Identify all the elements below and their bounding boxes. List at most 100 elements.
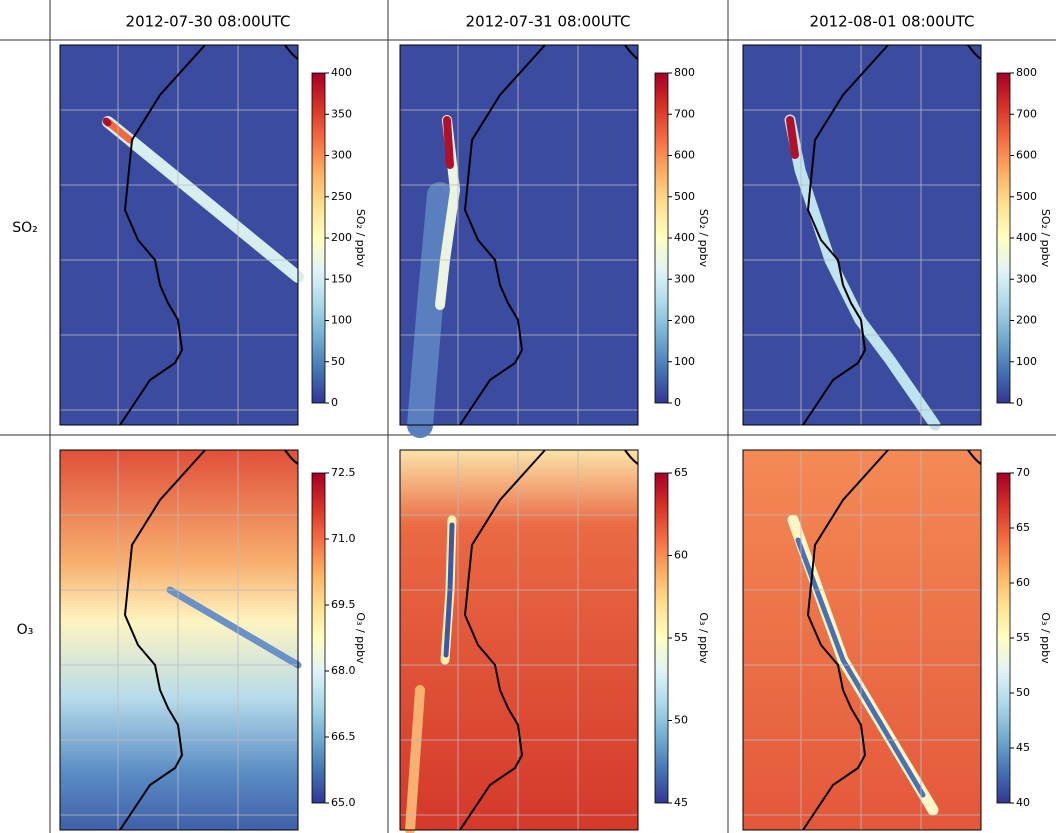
colorbar-tick-label: 65.0 [331, 796, 356, 809]
colorbar-tick-label: 300 [674, 272, 695, 285]
row-label: O₃ [17, 622, 34, 638]
plume [104, 118, 134, 144]
field [60, 45, 298, 425]
coastline [459, 44, 546, 426]
field [743, 450, 981, 830]
colorbar-tick-label: 0 [1016, 396, 1023, 409]
colorbar-tick-label: 0 [331, 396, 338, 409]
colorbar-tick-label: 300 [1016, 272, 1037, 285]
map-panel [399, 44, 639, 438]
colorbar-tick-label: 800 [674, 66, 695, 79]
colorbar [996, 472, 1011, 804]
colorbar [311, 472, 326, 804]
colorbar-tick-label: 500 [674, 190, 695, 203]
colorbar-tick-label: 350 [331, 107, 352, 120]
colorbar-tick-label: 50 [674, 714, 688, 727]
plume [102, 116, 304, 283]
colorbar-tick-label: 600 [1016, 149, 1037, 162]
map-panel [742, 44, 982, 431]
colorbar-tick-label: 500 [1016, 190, 1037, 203]
colorbar-tick-label: 50 [331, 355, 345, 368]
colorbar-tick-label: 400 [1016, 231, 1037, 244]
colorbar-tick-label: 72.5 [331, 466, 356, 479]
panel-frame [399, 44, 639, 426]
colorbar-tick-label: 700 [1016, 107, 1037, 120]
colorbar-tick-label: 55 [674, 631, 688, 644]
colorbar-tick-label: 100 [331, 314, 352, 327]
coastline [284, 44, 299, 60]
column-header: 2012-07-31 08:00UTC [466, 13, 631, 31]
colorbar-tick-label: 65 [1016, 521, 1030, 534]
colorbar-tick-label: 0 [674, 396, 681, 409]
colorbar-tick-label: 200 [331, 231, 352, 244]
column-header: 2012-08-01 08:00UTC [810, 13, 975, 31]
coastline [624, 44, 639, 60]
colorbar-tick-label: 250 [331, 190, 352, 203]
colorbar-tick-label: 60 [1016, 576, 1030, 589]
colorbar [654, 72, 669, 404]
coastline [624, 449, 639, 465]
colorbar-tick-label: 700 [674, 107, 695, 120]
colorbar [654, 472, 669, 804]
coastline [119, 44, 206, 426]
plume [166, 586, 302, 669]
field [743, 45, 981, 425]
colorbar-label: O₃ / ppbv [354, 612, 367, 664]
colorbar [996, 72, 1011, 404]
column-header: 2012-07-30 08:00UTC [126, 13, 291, 31]
row-label: SO₂ [12, 220, 38, 236]
coastline [119, 449, 206, 831]
plume [786, 116, 799, 159]
plume [102, 117, 112, 127]
colorbar-tick-label: 400 [674, 231, 695, 244]
field [400, 450, 638, 830]
panel-frame [59, 449, 299, 831]
coastline [459, 449, 546, 831]
colorbar-label: O₃ / ppbv [697, 612, 710, 664]
colorbar-tick-label: 66.5 [331, 730, 356, 743]
colorbar-label: O₃ / ppbv [1039, 612, 1052, 664]
colorbar-label: SO₂ / ppbv [354, 209, 367, 268]
colorbar-tick-label: 150 [331, 272, 352, 285]
plume [443, 116, 454, 169]
colorbar-tick-label: 200 [1016, 314, 1037, 327]
plume [407, 182, 453, 438]
colorbar-tick-label: 800 [1016, 66, 1037, 79]
map-panel [59, 449, 302, 831]
colorbar-tick-label: 600 [674, 149, 695, 162]
colorbar-tick-label: 300 [331, 149, 352, 162]
colorbar-tick-label: 71.0 [331, 532, 356, 545]
colorbar-tick-label: 69.5 [331, 598, 356, 611]
colorbar-tick-label: 70 [1016, 466, 1030, 479]
plume [795, 537, 926, 798]
colorbar-label: SO₂ / ppbv [697, 209, 710, 268]
colorbar-tick-label: 40 [1016, 796, 1030, 809]
colorbar-tick-label: 45 [674, 796, 688, 809]
panel-frame [399, 449, 639, 831]
colorbar-tick-label: 100 [1016, 355, 1037, 368]
panel-frame [742, 449, 982, 831]
colorbar-tick-label: 65 [674, 466, 688, 479]
field [60, 450, 298, 830]
panel-frame [742, 44, 982, 426]
colorbar-tick-label: 400 [331, 66, 352, 79]
coastline [967, 449, 982, 465]
colorbar-tick-label: 200 [674, 314, 695, 327]
map-panel [742, 449, 982, 831]
colorbar-tick-label: 100 [674, 355, 695, 368]
map-panel [59, 44, 304, 426]
colorbar-tick-label: 60 [674, 549, 688, 562]
colorbar-tick-label: 55 [1016, 631, 1030, 644]
plume [405, 685, 425, 833]
colorbar-label: SO₂ / ppbv [1039, 209, 1052, 268]
coastline [284, 449, 299, 465]
panel-frame [59, 44, 299, 426]
coastline [802, 449, 889, 831]
colorbar-tick-label: 68.0 [331, 664, 356, 677]
coastline [967, 44, 982, 60]
coastline [802, 44, 889, 426]
colorbar-tick-label: 50 [1016, 686, 1030, 699]
colorbar-tick-label: 45 [1016, 741, 1030, 754]
colorbar [311, 72, 326, 404]
